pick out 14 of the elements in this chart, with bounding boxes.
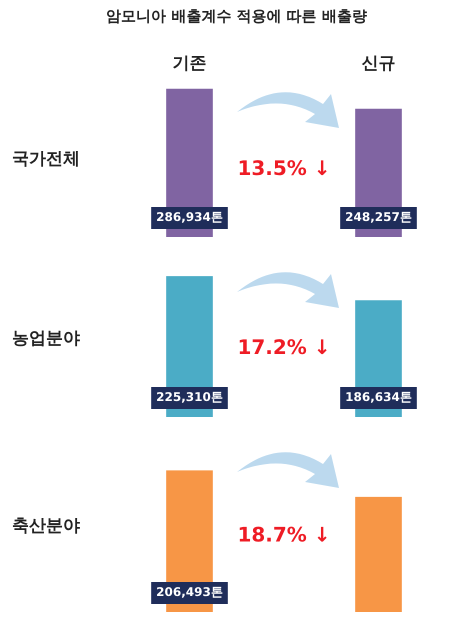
data-label: 248,257톤 xyxy=(345,210,412,224)
y-axis-title: 농업분야 xyxy=(12,328,80,348)
x-tick-label: 기존 xyxy=(172,54,206,74)
data-label: 206,493톤 xyxy=(156,585,223,600)
annotation: 13.5% ↓ xyxy=(237,156,331,180)
annotation: 17.2% ↓ xyxy=(237,335,331,360)
y-axis-title: 축산분야 xyxy=(12,516,80,536)
y-axis-title: 국가전체 xyxy=(12,149,80,170)
data-label: 186,634톤 xyxy=(345,390,412,404)
annotation: 18.7% ↓ xyxy=(237,522,331,547)
data-label: 286,934톤 xyxy=(156,210,223,224)
x-tick-label: 신규 xyxy=(362,54,396,74)
chart-title: 암모니아 배출계수 적용에 따른 배출량 xyxy=(105,6,368,27)
data-label: 225,310톤 xyxy=(156,390,223,404)
